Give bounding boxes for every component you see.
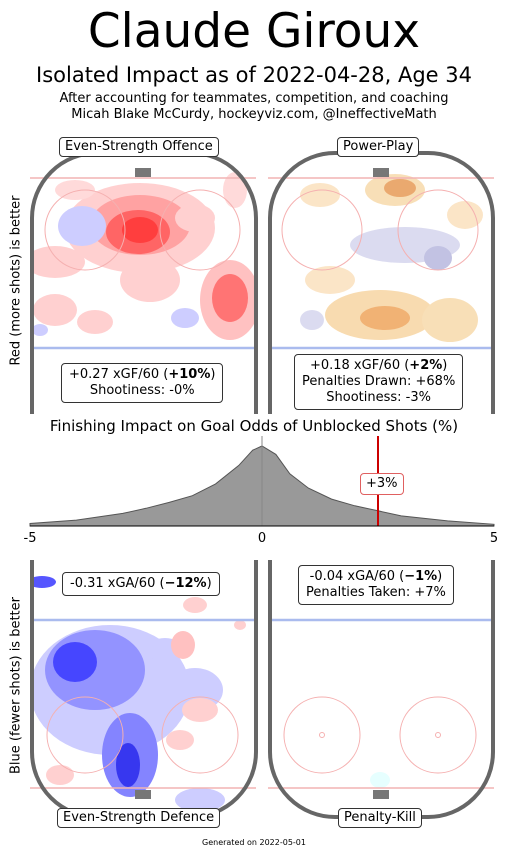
power-play-label: Power-Play (337, 137, 420, 157)
x-tick-label: -5 (23, 531, 37, 546)
page-title: Claude Giroux (87, 4, 421, 59)
side-label-bottom: Blue (fewer shots) is better (8, 597, 24, 774)
finishing-distribution-chart (29, 436, 495, 527)
x-tick-label: 0 (257, 531, 267, 546)
es-offence-label: Even-Strength Offence (59, 137, 219, 157)
subtitle: Isolated Impact as of 2022-04-28, Age 34 (36, 63, 472, 87)
penalty-kill-stats: -0.04 xGA/60 (−1%) Penalties Taken: +7% (298, 565, 454, 605)
es-defence-label: Even-Strength Defence (57, 808, 221, 828)
x-tick-label: 5 (489, 531, 499, 546)
caption-line-2: Micah Blake McCurdy, hockeyviz.com, @Ine… (71, 107, 437, 122)
es-defence-stats: -0.31 xGA/60 (−12%) (62, 572, 220, 596)
penalty-kill-label: Penalty-Kill (338, 808, 422, 828)
es-defence-rink (30, 560, 256, 818)
chart-title: Finishing Impact on Goal Odds of Unblock… (49, 417, 459, 435)
caption-line-1: After accounting for teammates, competit… (59, 91, 449, 106)
es-offence-stats: +0.27 xGF/60 (+10%) Shootiness: -0% (61, 363, 224, 403)
generated-date: Generated on 2022-05-01 (202, 838, 306, 847)
power-play-stats: +0.18 xGF/60 (+2%) Penalties Drawn: +68%… (294, 354, 464, 410)
side-label-top: Red (more shots) is better (8, 195, 24, 366)
player-value-label: +3% (360, 473, 404, 495)
